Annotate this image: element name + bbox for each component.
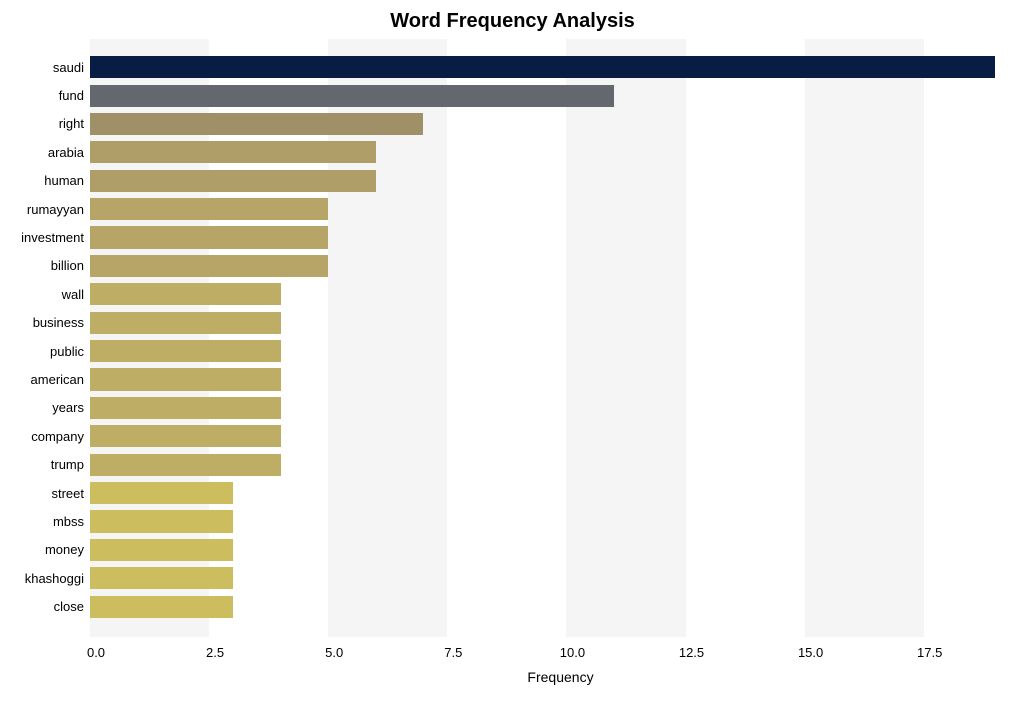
bar [90,510,233,532]
bar [90,312,281,334]
bar [90,255,328,277]
y-tick-label: arabia [48,138,84,166]
bar-row [90,450,1015,478]
bar-row [90,195,1015,223]
y-tick-label: human [44,167,84,195]
y-tick-label: money [45,536,84,564]
x-tick-label: 2.5 [206,645,224,660]
bar [90,85,614,107]
bar-row [90,337,1015,365]
y-tick-label: years [52,394,84,422]
y-tick-label: public [50,337,84,365]
bar [90,368,281,390]
x-tick-label: 5.0 [325,645,343,660]
bar-row [90,110,1015,138]
x-tick-label: 10.0 [560,645,585,660]
y-axis-labels: saudifundrightarabiahumanrumayyaninvestm… [10,39,90,637]
bar [90,454,281,476]
bar-row [90,167,1015,195]
chart-title: Word Frequency Analysis [10,10,1015,33]
y-tick-label: business [33,309,84,337]
bar [90,482,233,504]
y-tick-label: saudi [53,53,84,81]
bar [90,340,281,362]
bar-row [90,592,1015,620]
x-tick-label: 7.5 [444,645,462,660]
bar [90,425,281,447]
bar [90,56,995,78]
y-tick-label: street [51,479,84,507]
x-tick-label: 0.0 [87,645,105,660]
bar [90,596,233,618]
plot-row: saudifundrightarabiahumanrumayyaninvestm… [10,39,1015,637]
bar-row [90,536,1015,564]
bar-row [90,309,1015,337]
x-tick-label: 15.0 [798,645,823,660]
bar [90,141,376,163]
bar-row [90,507,1015,535]
bar-row [90,252,1015,280]
bar [90,198,328,220]
y-tick-label: rumayyan [27,195,84,223]
bar-row [90,479,1015,507]
y-tick-label: mbss [53,507,84,535]
y-tick-label: wall [62,280,84,308]
bar-row [90,365,1015,393]
bar-row [90,280,1015,308]
bar-row [90,394,1015,422]
bar [90,539,233,561]
bar-row [90,422,1015,450]
x-tick-label: 12.5 [679,645,704,660]
bar [90,170,376,192]
bar-row [90,53,1015,81]
bar [90,226,328,248]
y-tick-label: right [59,110,84,138]
bar [90,567,233,589]
x-axis-label: Frequency [527,669,593,685]
bar-row [90,223,1015,251]
y-tick-label: trump [51,450,84,478]
bar-row [90,138,1015,166]
x-tick-label: 17.5 [917,645,942,660]
bar [90,283,281,305]
y-tick-label: fund [59,81,84,109]
bar [90,113,423,135]
word-frequency-chart: Word Frequency Analysis saudifundrightar… [0,0,1035,701]
y-tick-label: investment [21,223,84,251]
y-tick-label: khashoggi [25,564,84,592]
bar [90,397,281,419]
bars-container [90,39,1015,621]
y-tick-label: close [54,592,84,620]
x-axis: Frequency 0.02.55.07.510.012.515.017.5 [96,637,1025,697]
y-tick-label: billion [51,252,84,280]
y-tick-label: american [31,365,84,393]
plot-area [90,39,1015,637]
bar-row [90,81,1015,109]
y-tick-label: company [31,422,84,450]
bar-row [90,564,1015,592]
